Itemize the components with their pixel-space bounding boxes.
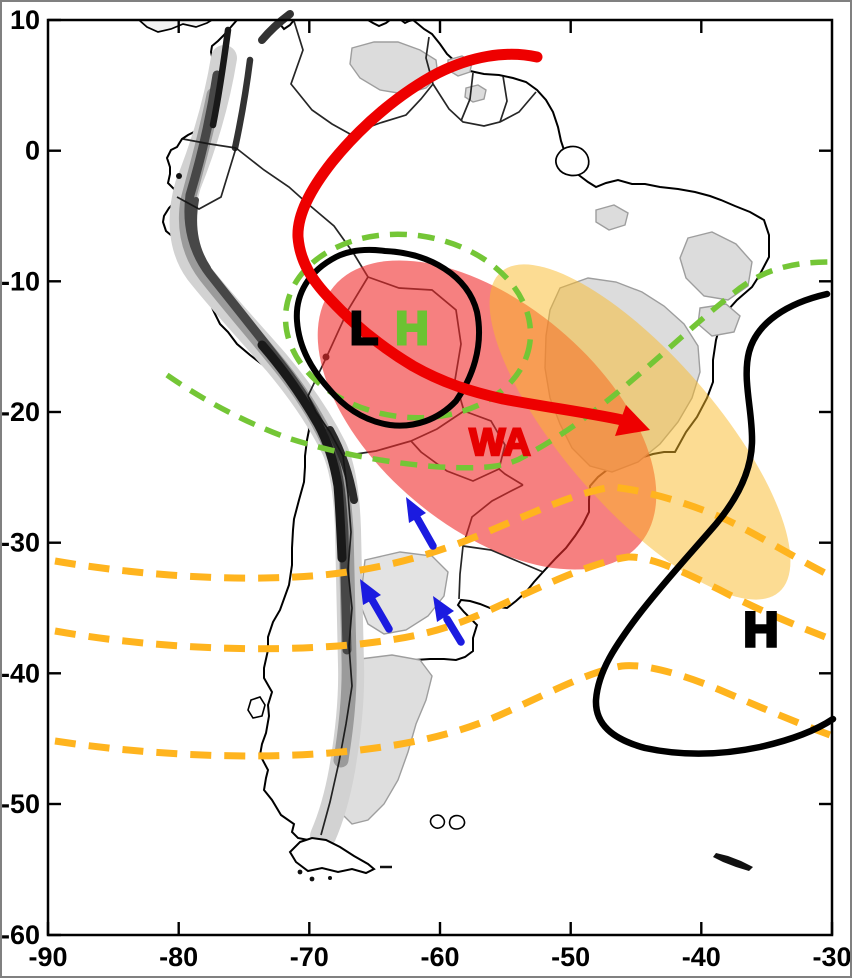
falkland-east — [448, 814, 466, 830]
blue-arrow-3-head — [433, 596, 454, 622]
andes-venezuela — [258, 10, 294, 44]
jet-arrow — [292, 48, 650, 436]
jet-arrow-curve — [292, 48, 628, 426]
chiloe-island — [247, 696, 266, 719]
y-tick-label: 0 — [25, 136, 40, 166]
y-tick-label: -30 — [1, 528, 40, 558]
orange-dashed-line-1 — [54, 483, 835, 582]
x-tick-label: -30 — [812, 942, 851, 972]
y-tick-label: -50 — [1, 789, 40, 819]
blue-arrow-2-head — [360, 579, 381, 605]
border-bo-cl — [307, 395, 344, 457]
synoptic-overlays: L H WA H — [54, 48, 837, 760]
orange-dashed-lines — [54, 483, 835, 760]
border-ve-co — [290, 20, 351, 135]
y-tick-label: -20 — [1, 397, 40, 427]
warm-advection-label: WA — [469, 422, 530, 464]
border-co-ec — [182, 138, 237, 149]
border-ec-pe — [176, 147, 237, 210]
blue-flow-arrows — [360, 497, 465, 646]
green-dashed-long-curve — [165, 259, 833, 471]
high-green-label: H — [395, 302, 428, 354]
islands-and-lakes — [176, 145, 753, 882]
border-co-pe — [235, 147, 309, 205]
andes-colombia-1 — [209, 26, 232, 129]
x-tick-label: -80 — [159, 942, 198, 972]
blue-arrow-1-head — [406, 497, 426, 523]
andes-colombia-2 — [231, 56, 254, 152]
black-contour-high — [592, 290, 837, 757]
x-tick-label: -90 — [28, 942, 67, 972]
guayaquil-dot — [176, 173, 182, 179]
south-georgia-island — [713, 853, 753, 871]
x-tick-label: -50 — [551, 942, 590, 972]
orange-dashed-line-2 — [54, 553, 835, 653]
x-tick-labels: -90 -80 -70 -60 -50 -40 -30 — [28, 942, 851, 972]
y-tick-labels: 10 0 -10 -20 -30 -40 -50 -60 — [1, 5, 40, 950]
y-tick-label: -10 — [1, 266, 40, 296]
border-br-north — [432, 83, 537, 127]
guiana-patch-3 — [464, 84, 487, 103]
blue-arrow-2-shaft — [367, 594, 393, 633]
jet-arrowhead — [615, 405, 650, 436]
falkland-west — [429, 814, 446, 829]
marajo-island — [555, 145, 590, 177]
x-tick-label: -40 — [682, 942, 721, 972]
border-uy — [458, 545, 544, 600]
cloud-band-shading — [489, 264, 791, 600]
blue-arrow-1-shaft — [412, 512, 437, 550]
orange-dashed-line-3 — [54, 662, 835, 760]
fuegian-islet-1 — [297, 869, 303, 875]
high-black-label: H — [744, 604, 779, 657]
tick-marks — [46, 18, 834, 937]
green-dashed-ellipse — [282, 231, 534, 421]
warm-advection-shading — [317, 260, 657, 570]
blue-arrow-3-shaft — [443, 615, 465, 646]
border-ar-cl — [320, 455, 353, 836]
fuegian-islet-2 — [309, 876, 315, 882]
x-tick-label: -70 — [290, 942, 329, 972]
border-pe-br — [307, 203, 369, 278]
border-sr-gf — [499, 75, 508, 123]
low-label: L — [350, 302, 378, 354]
y-tick-label: -60 — [1, 920, 40, 950]
x-tick-label: -60 — [420, 942, 459, 972]
border-gy-sr — [460, 72, 474, 122]
brazil-patch-north — [595, 204, 629, 231]
black-contour-low — [293, 246, 483, 429]
panama-coastline — [136, 19, 216, 33]
y-tick-label: 10 — [10, 5, 40, 35]
tierra-del-fuego — [288, 836, 376, 875]
y-tick-label: -40 — [1, 658, 40, 688]
fuegian-islet-3 — [328, 876, 332, 880]
